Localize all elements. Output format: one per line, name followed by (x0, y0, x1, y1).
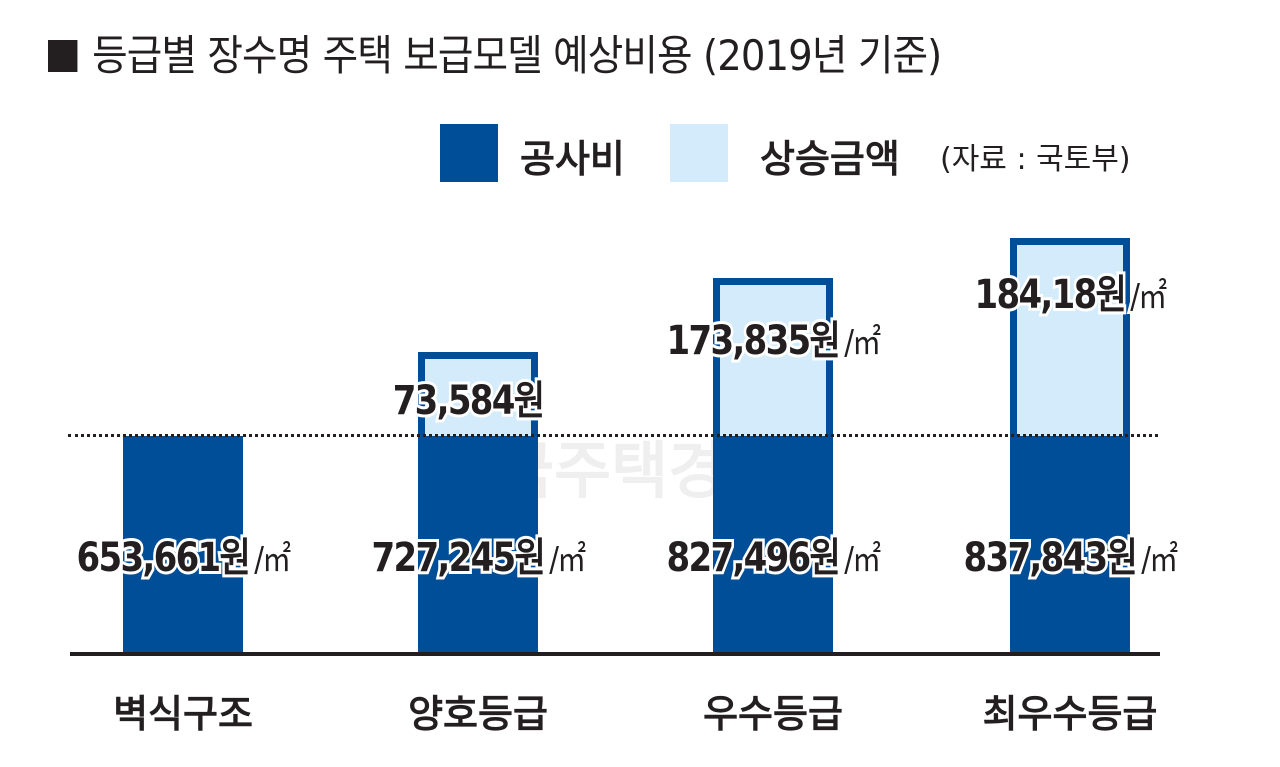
data-label-unit: /㎡ (842, 537, 884, 583)
title-text: 등급별 장수명 주택 보급모델 예상비용 (2019년 기준) (92, 31, 942, 80)
bar-cost-increase (418, 352, 538, 436)
legend-label: 상승금액 (760, 137, 900, 181)
data-label-increase: 184,18원/㎡ (972, 262, 1170, 321)
bar-cost-increase (713, 278, 833, 436)
data-label-value: 184,18원 (972, 269, 1129, 321)
data-label-construction: 837,843원/㎡ (961, 525, 1181, 584)
category-label: 우수등급 (703, 692, 843, 736)
category-label: 양호등급 (408, 692, 548, 736)
reference-dotted-line (68, 434, 1158, 437)
category-label: 최우수등급 (982, 692, 1158, 736)
bar-construction-cost (1010, 436, 1130, 653)
bar-construction-cost (123, 436, 243, 653)
data-label-value: 73,584원 (390, 375, 547, 427)
data-label-construction: 727,245원/㎡ (369, 525, 589, 584)
legend-label: 공사비 (520, 137, 625, 181)
x-axis-line (70, 652, 1160, 656)
data-label-unit: /㎡ (1128, 274, 1170, 320)
data-label-value: 827,496원 (664, 532, 843, 584)
legend-swatch-dark (440, 124, 498, 182)
source-note: (자료 : 국토부) (940, 142, 1131, 177)
legend-swatch-light (670, 124, 728, 182)
data-label-increase: 73,584원 (390, 368, 547, 427)
category-label: 벽식구조 (113, 692, 253, 736)
data-label-construction: 653,661원/㎡ (74, 525, 294, 584)
data-label-value: 653,661원 (74, 532, 253, 584)
data-label-unit: /㎡ (547, 537, 589, 583)
bar-construction-cost (713, 436, 833, 653)
title-square-icon (48, 40, 78, 72)
bar-cost-increase (1010, 238, 1130, 436)
data-label-value: 837,843원 (961, 532, 1140, 584)
data-label-construction: 827,496원/㎡ (664, 525, 884, 584)
data-label-unit: /㎡ (842, 320, 884, 366)
data-label-increase: 173,835원/㎡ (664, 308, 884, 367)
data-label-value: 173,835원 (664, 315, 843, 367)
data-label-unit: /㎡ (1139, 537, 1181, 583)
bar-construction-cost (418, 436, 538, 653)
data-label-value: 727,245원 (369, 532, 548, 584)
data-label-unit: /㎡ (252, 537, 294, 583)
chart-title: 등급별 장수명 주택 보급모델 예상비용 (2019년 기준) (48, 22, 942, 83)
